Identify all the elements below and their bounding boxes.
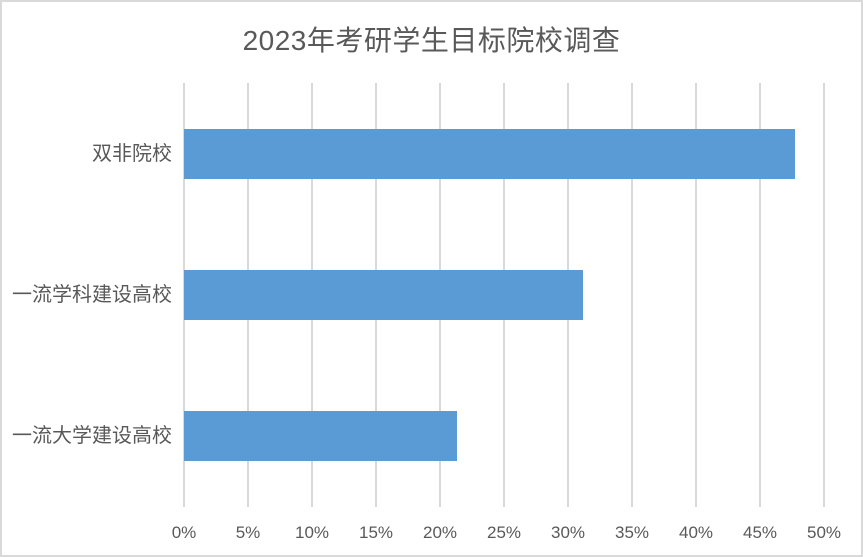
bar-2	[184, 411, 457, 462]
x-tick-label-45%: 45%	[742, 523, 778, 542]
plot-area	[183, 83, 825, 507]
gridline-45%	[759, 83, 761, 507]
bar-0	[184, 128, 795, 179]
x-tick-label-50%: 50%	[806, 523, 842, 542]
bar-1	[184, 270, 584, 320]
x-tick-label-5%: 5%	[235, 523, 261, 542]
chart-title: 2023年考研学生目标院校调查	[242, 25, 621, 56]
gridline-40%	[695, 83, 697, 507]
gridline-35%	[631, 83, 633, 507]
x-tick-label-10%: 10%	[294, 523, 330, 542]
x-tick-label-20%: 20%	[422, 523, 458, 542]
x-tick-label-35%: 35%	[614, 523, 650, 542]
x-tick-label-30%: 30%	[550, 523, 586, 542]
category-label-2: 一流大学建设高校	[12, 425, 172, 448]
category-label-1: 一流学科建设高校	[12, 284, 172, 306]
x-tick-label-0%: 0%	[171, 523, 197, 542]
x-tick-label-40%: 40%	[678, 523, 714, 542]
x-tick-label-25%: 25%	[486, 523, 522, 542]
gridline-50%	[823, 83, 825, 507]
x-tick-label-15%: 15%	[358, 523, 394, 542]
category-label-0: 双非院校	[92, 142, 172, 165]
